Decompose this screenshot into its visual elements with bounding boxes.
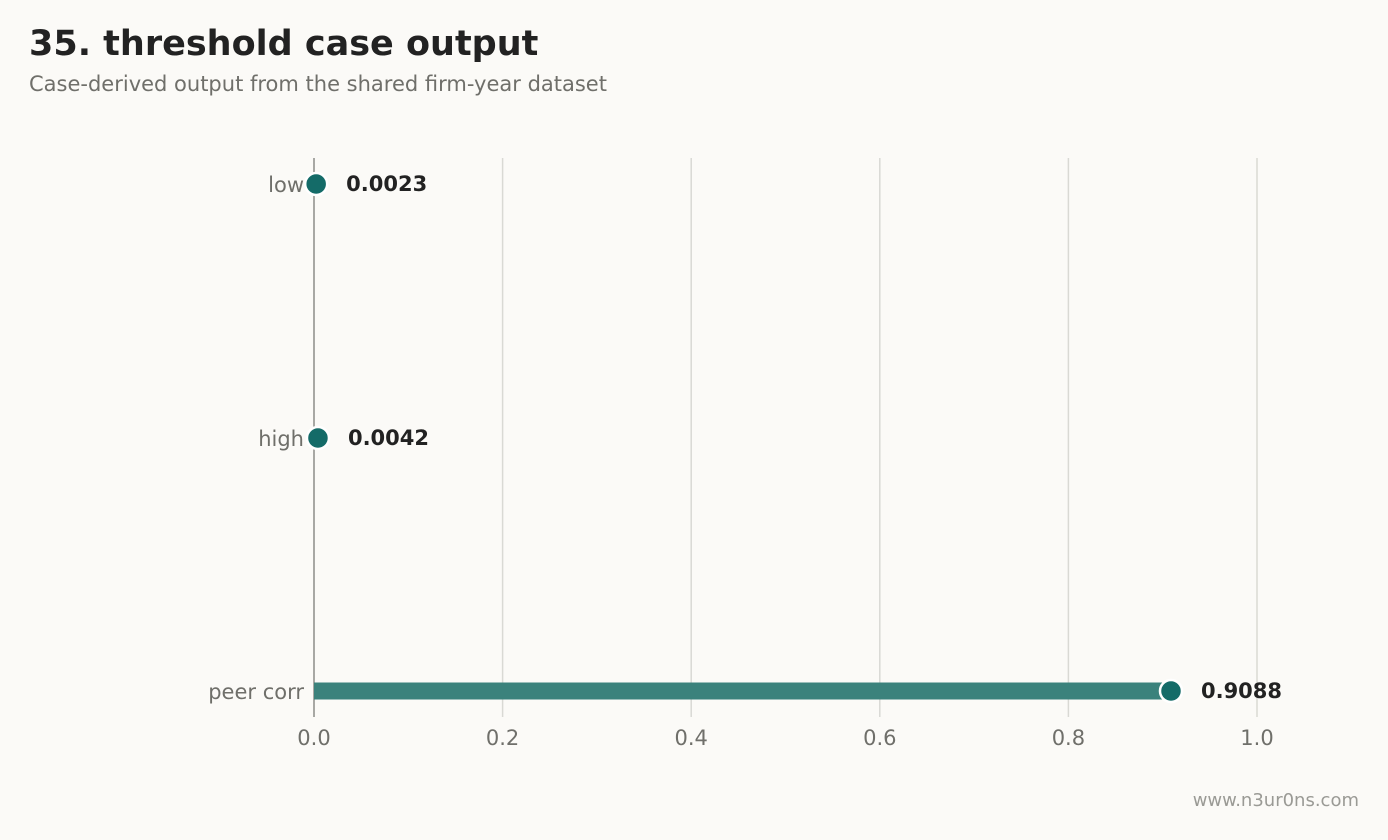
labels: 0.0 0.2 0.4 0.6 0.8 1.0 low 0.0023 high 0.0042 pee… <box>208 172 1282 750</box>
x-tick-label: 0.4 <box>674 726 707 750</box>
gridlines <box>501 158 1258 717</box>
category-label: peer corr <box>208 680 304 704</box>
data-point <box>303 171 329 197</box>
x-tick-label: 0.6 <box>863 726 896 750</box>
bar <box>314 682 1171 700</box>
category-label: low <box>268 173 304 197</box>
chart-title: 35. threshold case output <box>29 24 539 64</box>
x-tick-label: 1.0 <box>1240 726 1273 750</box>
value-label: 0.0023 <box>346 172 427 196</box>
bars <box>303 171 1184 704</box>
category-label: high <box>258 427 304 451</box>
value-label: 0.9088 <box>1201 679 1282 703</box>
x-tick-label: 0.2 <box>486 726 519 750</box>
chart-subtitle: Case-derived output from the shared firm… <box>29 72 607 96</box>
data-point <box>305 425 331 451</box>
data-point <box>1158 678 1184 704</box>
watermark: www.n3ur0ns.com <box>1192 790 1359 811</box>
value-label: 0.0042 <box>348 426 429 450</box>
x-tick-label: 0.8 <box>1052 726 1085 750</box>
x-tick-label: 0.0 <box>297 726 330 750</box>
